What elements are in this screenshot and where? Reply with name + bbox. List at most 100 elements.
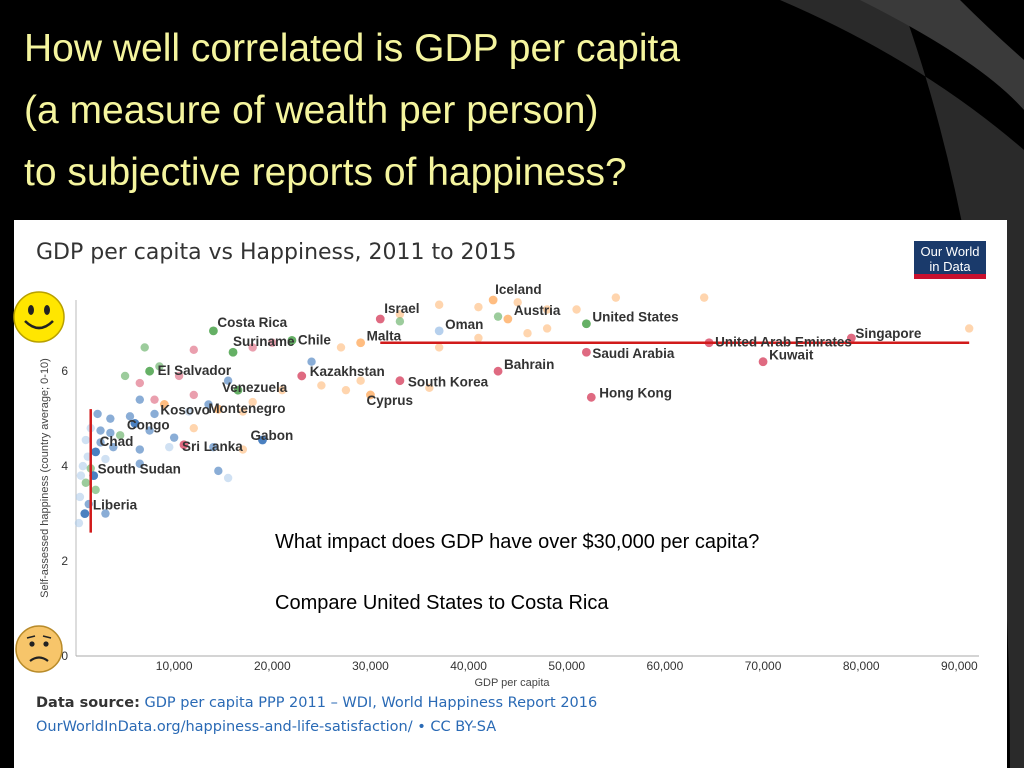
data-point-chad[interactable] (91, 447, 101, 457)
data-point-congo[interactable] (130, 419, 140, 428)
data-point[interactable] (135, 395, 144, 404)
label-south-korea: South Korea (408, 375, 489, 390)
data-point-chile[interactable] (287, 335, 297, 345)
data-point[interactable] (125, 412, 135, 421)
data-point[interactable] (572, 305, 581, 314)
data-point[interactable] (336, 343, 346, 352)
data-point-saudi-arabia[interactable] (581, 347, 591, 357)
data-point[interactable] (238, 407, 248, 416)
data-point[interactable] (513, 298, 522, 307)
data-point[interactable] (425, 383, 434, 393)
data-point[interactable] (542, 305, 552, 314)
data-point[interactable] (248, 397, 257, 407)
data-point-suriname[interactable] (228, 347, 238, 357)
y-tick-label: 0 (61, 649, 68, 663)
data-point[interactable] (115, 431, 125, 440)
data-point[interactable] (268, 338, 277, 347)
data-point-malta[interactable] (356, 338, 366, 348)
data-point[interactable] (248, 343, 257, 352)
data-point[interactable] (145, 426, 154, 435)
data-point-kuwait[interactable] (758, 357, 768, 367)
data-point-costa-rica[interactable] (209, 326, 218, 336)
data-point[interactable] (96, 438, 105, 447)
data-point[interactable] (542, 324, 552, 333)
data-point-oman[interactable] (434, 326, 444, 336)
data-point[interactable] (209, 442, 218, 452)
data-point[interactable] (93, 409, 102, 419)
data-point[interactable] (150, 409, 159, 419)
data-point[interactable] (106, 414, 115, 423)
data-point[interactable] (204, 400, 213, 409)
data-point[interactable] (101, 509, 110, 518)
data-point-south-korea[interactable] (395, 376, 405, 386)
data-point[interactable] (81, 478, 91, 487)
data-point[interactable] (341, 385, 351, 395)
data-point-austria[interactable] (503, 314, 513, 324)
x-tick-label: 40,000 (450, 659, 487, 673)
data-point-israel[interactable] (375, 314, 385, 324)
data-point[interactable] (277, 385, 287, 395)
data-point[interactable] (75, 492, 85, 502)
data-point[interactable] (150, 395, 159, 404)
data-point[interactable] (223, 473, 233, 483)
data-point-liberia[interactable] (80, 509, 90, 518)
data-point-singapore[interactable] (847, 333, 856, 343)
data-point[interactable] (120, 371, 130, 381)
data-point[interactable] (91, 485, 100, 495)
data-point[interactable] (109, 442, 118, 452)
data-point-bahrain[interactable] (493, 366, 503, 376)
data-point[interactable] (174, 371, 184, 381)
data-point[interactable] (74, 518, 84, 528)
data-point[interactable] (356, 376, 365, 385)
data-point[interactable] (523, 329, 532, 338)
data-point-kazakhstan[interactable] (297, 371, 307, 381)
data-point[interactable] (307, 357, 316, 366)
data-point[interactable] (474, 302, 483, 312)
data-point-hong-kong[interactable] (586, 392, 596, 402)
data-point[interactable] (135, 459, 144, 468)
data-point[interactable] (493, 312, 503, 321)
data-point[interactable] (964, 324, 974, 333)
data-source-label: Data source: (36, 695, 140, 711)
data-point[interactable] (395, 317, 405, 326)
data-point[interactable] (611, 293, 621, 302)
data-point[interactable] (96, 426, 105, 435)
data-point-kosovo[interactable] (159, 400, 169, 409)
data-point[interactable] (214, 466, 223, 476)
data-point[interactable] (135, 445, 144, 454)
data-point[interactable] (474, 333, 483, 343)
data-source-link[interactable]: GDP per capita PPP 2011 – WDI, World Hap… (144, 695, 598, 711)
data-point[interactable] (238, 445, 248, 454)
data-point[interactable] (434, 300, 444, 309)
data-point-iceland[interactable] (488, 295, 498, 305)
data-point[interactable] (165, 442, 174, 452)
data-point-cyprus[interactable] (366, 390, 375, 400)
data-point[interactable] (395, 310, 405, 319)
data-point[interactable] (434, 343, 444, 352)
data-point-el-salvador[interactable] (145, 366, 155, 376)
data-point[interactable] (699, 293, 709, 302)
license-link[interactable]: • CC BY-SA (417, 719, 497, 735)
data-point[interactable] (106, 428, 115, 438)
data-point-gabon[interactable] (258, 435, 267, 445)
source-url-link[interactable]: OurWorldInData.org/happiness-and-life-sa… (36, 719, 413, 735)
data-point[interactable] (76, 471, 86, 480)
data-point-sri-lanka[interactable] (179, 440, 189, 450)
data-point[interactable] (184, 407, 194, 416)
data-point[interactable] (169, 433, 179, 442)
data-point[interactable] (189, 390, 198, 400)
data-point[interactable] (189, 345, 198, 355)
data-point[interactable] (189, 423, 198, 433)
data-point[interactable] (135, 378, 144, 388)
data-point[interactable] (317, 381, 326, 390)
data-point-venezuela[interactable] (233, 385, 243, 395)
data-point[interactable] (223, 376, 233, 385)
data-point-united-states[interactable] (581, 319, 591, 329)
data-point[interactable] (155, 362, 164, 371)
data-point[interactable] (81, 435, 91, 445)
data-point[interactable] (101, 454, 110, 464)
data-point[interactable] (78, 461, 88, 471)
data-point-montenegro[interactable] (213, 404, 223, 414)
data-point[interactable] (140, 343, 149, 352)
label-suriname: Suriname (233, 334, 295, 349)
